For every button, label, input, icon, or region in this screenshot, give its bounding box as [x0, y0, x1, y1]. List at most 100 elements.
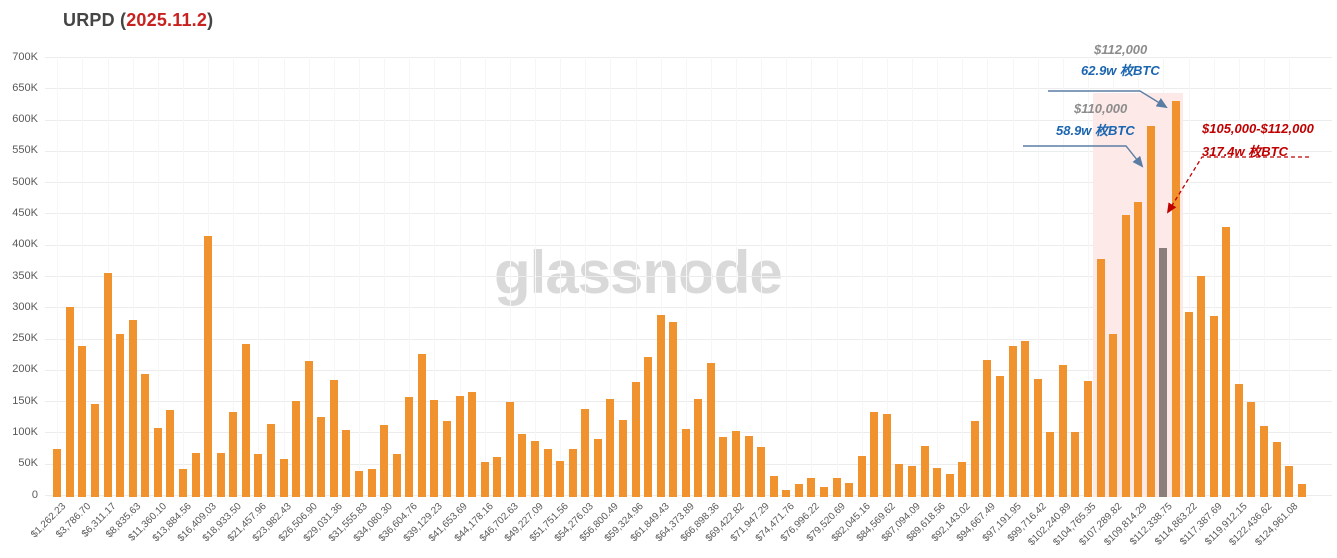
bar[interactable] [1197, 276, 1206, 497]
bar[interactable] [882, 414, 891, 497]
bar[interactable] [329, 379, 338, 497]
bar[interactable] [1134, 201, 1143, 497]
bar[interactable] [455, 395, 464, 497]
bar[interactable] [229, 412, 238, 497]
bar[interactable] [1033, 379, 1042, 497]
bar[interactable] [958, 461, 967, 497]
bar[interactable] [870, 411, 879, 497]
bar[interactable] [644, 357, 653, 497]
bar[interactable] [90, 403, 99, 497]
bar[interactable] [996, 376, 1005, 497]
bar[interactable] [254, 454, 263, 497]
bar[interactable] [153, 428, 162, 497]
bar[interactable] [945, 473, 954, 497]
bar[interactable] [920, 446, 929, 497]
bar[interactable] [1046, 432, 1055, 497]
bar[interactable] [970, 421, 979, 497]
bar[interactable] [933, 468, 942, 497]
bar[interactable] [468, 391, 477, 497]
bar[interactable] [1172, 100, 1180, 497]
bar[interactable] [744, 435, 753, 497]
bar[interactable] [1058, 364, 1067, 497]
bar[interactable] [543, 449, 552, 497]
bar[interactable] [103, 273, 112, 497]
bar[interactable] [694, 398, 703, 497]
bar[interactable] [807, 478, 816, 497]
bar[interactable] [1297, 484, 1306, 497]
bar[interactable] [895, 463, 904, 497]
bar[interactable] [1096, 259, 1105, 497]
bar[interactable] [1272, 441, 1281, 497]
bar[interactable] [279, 458, 288, 497]
bar[interactable] [1008, 346, 1017, 497]
bar[interactable] [191, 453, 200, 497]
bar[interactable] [216, 453, 225, 497]
bar[interactable] [317, 416, 326, 497]
bar[interactable] [442, 421, 451, 497]
bar[interactable] [857, 456, 866, 497]
bar[interactable] [116, 334, 125, 497]
bar[interactable] [832, 478, 841, 497]
bar[interactable] [417, 353, 426, 497]
bar[interactable] [342, 429, 351, 497]
bar[interactable] [820, 487, 829, 497]
bar[interactable] [430, 399, 439, 497]
bar[interactable] [178, 469, 187, 497]
bar[interactable] [505, 402, 514, 497]
bar[interactable] [908, 465, 917, 497]
current-price-bar[interactable] [1159, 248, 1168, 497]
bar[interactable] [1285, 466, 1294, 497]
bar[interactable] [1247, 401, 1256, 497]
bar[interactable] [1146, 126, 1155, 497]
bar[interactable] [78, 346, 87, 497]
bar[interactable] [380, 424, 389, 497]
bar[interactable] [518, 433, 527, 497]
bar[interactable] [556, 460, 565, 497]
bar[interactable] [732, 431, 741, 497]
bar[interactable] [1021, 341, 1030, 497]
bar[interactable] [782, 489, 791, 497]
bar[interactable] [1121, 214, 1130, 497]
bar[interactable] [1260, 426, 1268, 497]
bar[interactable] [367, 469, 376, 497]
bar[interactable] [757, 446, 766, 497]
bar[interactable] [681, 429, 690, 497]
bar[interactable] [266, 424, 275, 497]
bar[interactable] [53, 449, 62, 497]
bar[interactable] [1071, 431, 1080, 497]
bar[interactable] [354, 471, 363, 497]
bar[interactable] [794, 483, 803, 497]
bar[interactable] [530, 440, 539, 497]
bar[interactable] [669, 322, 678, 497]
bar[interactable] [719, 436, 728, 497]
bar[interactable] [392, 453, 401, 497]
bar[interactable] [166, 409, 175, 497]
bar[interactable] [618, 419, 627, 497]
bar[interactable] [593, 439, 602, 497]
bar[interactable] [128, 319, 137, 497]
bar[interactable] [845, 483, 854, 497]
bar[interactable] [631, 382, 640, 497]
bar[interactable] [983, 359, 992, 497]
bar[interactable] [606, 398, 615, 497]
bar[interactable] [304, 361, 313, 497]
bar[interactable] [706, 362, 715, 497]
bar[interactable] [568, 449, 577, 497]
bar[interactable] [241, 343, 250, 497]
bar[interactable] [405, 397, 414, 497]
bar[interactable] [1184, 311, 1193, 497]
bar[interactable] [493, 457, 502, 497]
bar[interactable] [1222, 226, 1231, 497]
bar[interactable] [581, 409, 590, 497]
bar[interactable] [1209, 316, 1218, 497]
bar[interactable] [656, 315, 665, 497]
bar[interactable] [204, 235, 213, 497]
bar[interactable] [769, 476, 778, 497]
bar[interactable] [1109, 333, 1118, 497]
bar[interactable] [1084, 381, 1093, 497]
bar[interactable] [1234, 384, 1243, 497]
bar[interactable] [141, 373, 150, 497]
bar[interactable] [292, 400, 301, 497]
bar[interactable] [65, 307, 74, 497]
bar[interactable] [480, 462, 489, 497]
